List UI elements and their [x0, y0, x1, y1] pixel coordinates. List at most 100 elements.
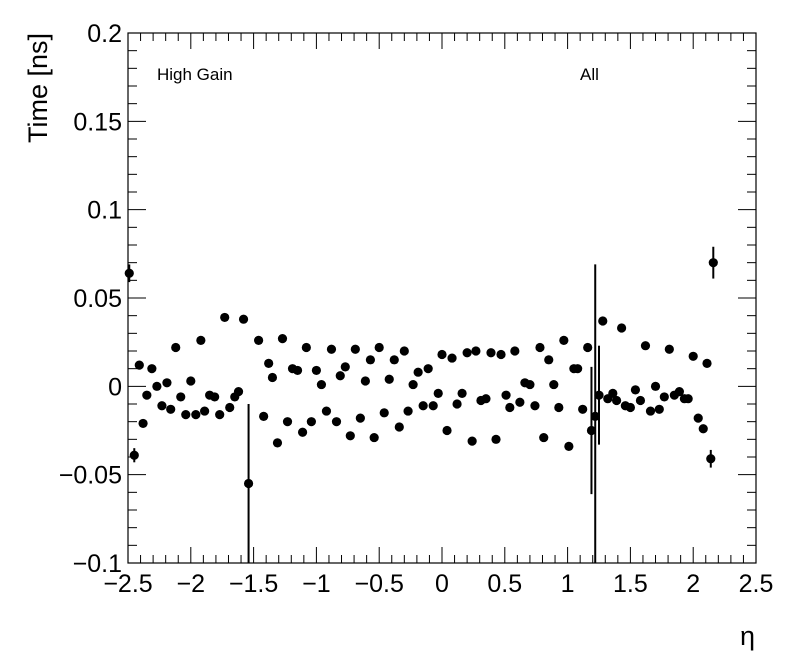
y-tick-label: 0.15 [73, 108, 122, 136]
data-point [181, 410, 191, 420]
data-point [659, 392, 669, 402]
data-point [554, 402, 564, 413]
data-point [437, 349, 447, 360]
data-point [688, 351, 698, 361]
data-point [345, 431, 355, 441]
data-markers [124, 258, 718, 489]
data-point [297, 427, 308, 437]
data-point [413, 367, 423, 377]
data-point [301, 342, 311, 353]
data-point [515, 397, 525, 407]
data-point [594, 390, 604, 400]
data-point [630, 385, 641, 395]
data-point [171, 342, 181, 353]
data-point [124, 268, 134, 278]
data-point [608, 388, 618, 398]
data-point [442, 425, 452, 436]
data-point [399, 346, 409, 356]
x-tick-label: −0.5 [355, 570, 404, 598]
y-axis-title: Time [ns] [23, 33, 53, 143]
data-point [617, 323, 627, 333]
data-point [142, 390, 152, 400]
data-point [186, 376, 196, 386]
data-point [583, 342, 593, 353]
data-point [544, 355, 554, 365]
data-point [418, 401, 428, 411]
data-point [564, 441, 574, 451]
y-tick-label: 0 [108, 373, 122, 401]
data-point [559, 335, 569, 345]
data-point [238, 314, 249, 324]
x-tick-label: 2 [686, 570, 700, 598]
data-point [491, 434, 501, 444]
data-point [196, 335, 206, 345]
data-point [539, 432, 549, 443]
data-point [423, 364, 433, 374]
data-point [129, 450, 139, 460]
data-point [535, 342, 545, 353]
data-point [462, 348, 472, 358]
y-tick-label: 0.05 [73, 285, 122, 313]
data-point [292, 365, 303, 376]
data-point [225, 402, 235, 413]
data-point [233, 387, 244, 397]
data-point [267, 372, 278, 383]
data-point [403, 406, 413, 416]
data-point [379, 408, 389, 418]
data-point [316, 379, 327, 390]
data-point [306, 417, 316, 427]
data-point [505, 402, 515, 413]
x-tick-label: 1 [561, 570, 575, 598]
data-point [365, 355, 376, 365]
y-tick-label: −0.05 [59, 462, 122, 490]
data-point [501, 390, 511, 400]
data-point [510, 346, 520, 356]
annotation-all: All [580, 65, 599, 84]
data-point [254, 335, 264, 345]
data-point [525, 379, 535, 390]
data-point [138, 418, 148, 429]
minor-ticks [128, 33, 756, 563]
data-point [200, 406, 210, 416]
data-point [355, 413, 365, 423]
data-point [215, 410, 225, 420]
data-point [702, 358, 712, 368]
data-point [321, 406, 332, 416]
data-point [635, 395, 646, 406]
data-point [282, 417, 293, 427]
data-point [640, 341, 651, 351]
data-point [428, 401, 438, 411]
data-point [457, 388, 467, 398]
x-tick-label: −2.5 [103, 570, 152, 598]
data-point [147, 364, 157, 374]
data-point [152, 381, 162, 391]
data-point [452, 399, 462, 409]
data-point [331, 417, 342, 427]
data-point [360, 376, 370, 386]
data-point [277, 334, 288, 344]
data-point [683, 394, 693, 404]
data-point [340, 362, 350, 372]
data-point [611, 395, 622, 406]
data-point [590, 411, 600, 421]
data-point [272, 438, 283, 448]
x-tick-labels: −2.5 −2 −1.5 −1 −0.5 0 0.5 1 1.5 2 2.5 [103, 570, 773, 598]
data-point [664, 344, 674, 354]
annotation-high-gain: High Gain [157, 65, 233, 84]
data-point [176, 392, 186, 402]
x-axis-title: η [740, 621, 755, 651]
data-point [650, 381, 661, 391]
data-point [389, 355, 399, 365]
y-tick-label: 0.1 [87, 197, 122, 225]
data-point [408, 379, 418, 390]
data-point [471, 346, 481, 356]
data-point [578, 404, 588, 414]
data-point [134, 360, 144, 370]
data-point [166, 404, 176, 414]
data-point [243, 478, 254, 489]
data-point [220, 312, 230, 323]
data-point [335, 371, 345, 381]
y-tick-label: 0.2 [87, 20, 122, 48]
data-point [369, 432, 379, 443]
y-tick-labels: −0.1 −0.05 0 0.05 0.1 0.15 0.2 [59, 20, 122, 578]
